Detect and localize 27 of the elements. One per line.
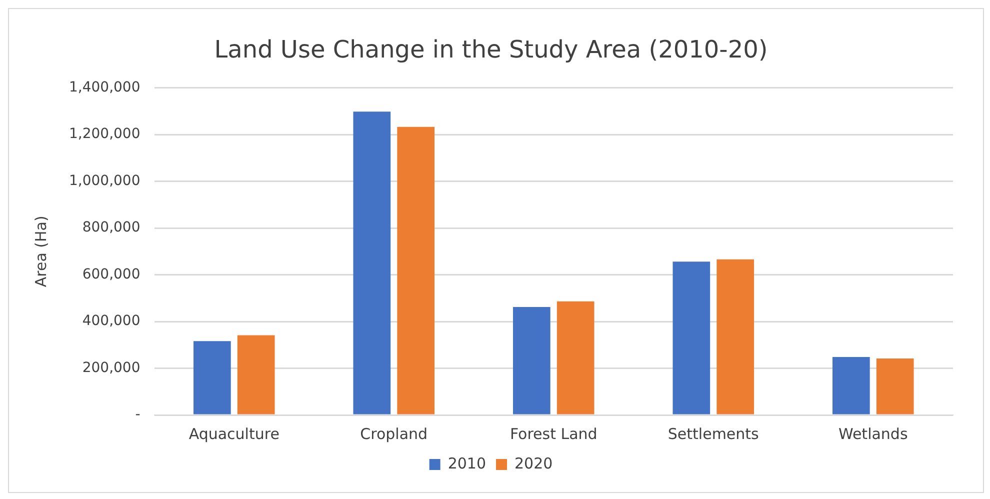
bar bbox=[237, 335, 275, 414]
x-tick-label: Cropland bbox=[360, 424, 428, 443]
y-tick-label: 600,000 bbox=[82, 266, 140, 282]
bar bbox=[397, 126, 435, 414]
bar bbox=[672, 262, 710, 414]
legend-label: 2020 bbox=[514, 454, 553, 472]
y-tick-label: 1,200,000 bbox=[68, 126, 140, 142]
y-tick-label: 200,000 bbox=[82, 360, 140, 376]
bar bbox=[716, 259, 754, 414]
bar bbox=[832, 357, 870, 414]
bar bbox=[353, 112, 391, 414]
y-tick-label: - bbox=[135, 406, 140, 423]
bar bbox=[876, 358, 914, 414]
y-tick-label: 400,000 bbox=[82, 313, 140, 330]
legend-label: 2010 bbox=[448, 454, 486, 472]
x-tick-label: Forest Land bbox=[510, 424, 598, 443]
bar bbox=[556, 301, 594, 414]
y-tick-label: 1,000,000 bbox=[68, 172, 140, 189]
bar bbox=[193, 341, 231, 414]
y-tick-label: 1,400,000 bbox=[68, 79, 140, 96]
x-tick-label: Aquaculture bbox=[188, 424, 280, 443]
y-tick-label: 800,000 bbox=[82, 220, 140, 236]
x-tick-label: Wetlands bbox=[838, 424, 908, 443]
y-axis-title: Area (Ha) bbox=[32, 216, 50, 288]
bar bbox=[512, 307, 550, 414]
chart-title: Land Use Change in the Study Area (2010-20) bbox=[214, 36, 768, 64]
x-tick-label: Settlements bbox=[668, 424, 760, 443]
